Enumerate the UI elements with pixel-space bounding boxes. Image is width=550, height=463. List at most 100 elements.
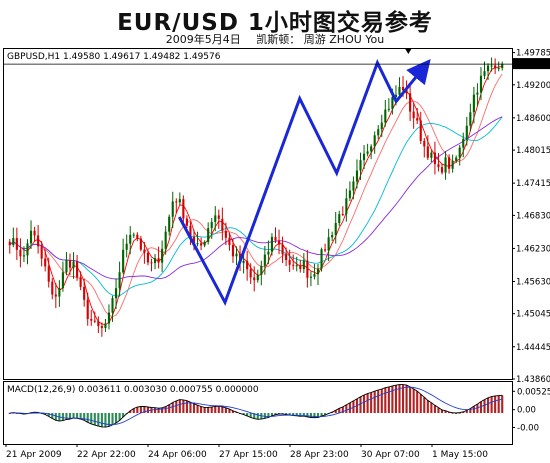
candle-body bbox=[384, 109, 387, 123]
macd-bar bbox=[295, 413, 298, 416]
candle-body bbox=[412, 111, 415, 119]
candle bbox=[185, 215, 188, 229]
macd-bar bbox=[270, 413, 274, 416]
candle bbox=[164, 226, 167, 255]
candle-body bbox=[270, 236, 274, 252]
macd-bar bbox=[497, 395, 500, 413]
candle-body bbox=[426, 146, 429, 158]
candle-body bbox=[231, 245, 235, 257]
macd-bar bbox=[267, 413, 270, 418]
candle bbox=[430, 150, 433, 163]
macd-bar bbox=[285, 413, 288, 415]
candle-body bbox=[58, 288, 61, 297]
macd-bar bbox=[224, 407, 227, 413]
candle bbox=[189, 221, 192, 245]
macd-bar bbox=[359, 396, 362, 413]
candle-body bbox=[483, 71, 486, 76]
candle bbox=[249, 263, 252, 284]
macd-bar bbox=[348, 402, 351, 413]
candle-body bbox=[200, 243, 203, 246]
candle-body bbox=[256, 274, 259, 281]
candle-body bbox=[210, 221, 213, 229]
candle-body bbox=[352, 181, 355, 191]
candle-body bbox=[47, 266, 50, 282]
macd-bar bbox=[93, 413, 96, 426]
candle bbox=[316, 263, 320, 286]
macd-bar bbox=[104, 413, 107, 428]
macd-bar bbox=[479, 401, 483, 413]
macd-bar bbox=[458, 412, 461, 414]
candle-body bbox=[320, 249, 323, 269]
macd-bar bbox=[97, 413, 100, 427]
candle bbox=[228, 232, 231, 251]
macd-bar bbox=[313, 413, 316, 418]
macd-bar bbox=[419, 394, 422, 413]
candle bbox=[79, 271, 82, 291]
macd-histogram bbox=[8, 384, 504, 428]
candle-body bbox=[86, 299, 89, 320]
price-tick-label: 1.46230 bbox=[516, 244, 550, 254]
candle-body bbox=[12, 238, 15, 246]
candle bbox=[373, 131, 376, 154]
macd-bar bbox=[366, 393, 369, 413]
chart-author: 凯斯顿： 周游 ZHOU You bbox=[256, 33, 385, 46]
candle-body bbox=[288, 260, 291, 265]
candle bbox=[37, 225, 40, 254]
candle bbox=[182, 195, 185, 227]
macd-bar bbox=[61, 413, 64, 421]
candle-body bbox=[65, 260, 68, 273]
candle bbox=[479, 67, 483, 101]
candle bbox=[458, 144, 461, 166]
macd-tick-label: -0.00 bbox=[517, 423, 539, 433]
candle bbox=[465, 116, 468, 146]
candle bbox=[285, 247, 288, 267]
macd-bar bbox=[168, 404, 171, 413]
candle bbox=[331, 231, 334, 242]
candle-body bbox=[348, 190, 351, 199]
macd-bar bbox=[200, 406, 203, 413]
candles bbox=[8, 57, 504, 337]
candle bbox=[221, 207, 224, 241]
candle-body bbox=[398, 86, 401, 95]
macd-bar bbox=[15, 412, 18, 414]
candle-body bbox=[334, 223, 337, 236]
candle-body bbox=[26, 243, 29, 256]
candle-body bbox=[433, 152, 436, 165]
candle bbox=[423, 137, 426, 158]
candle-body bbox=[292, 264, 295, 266]
axes: 1.49785 1.49200 1.48600 1.48015 1.47415 1.468… bbox=[4, 49, 550, 460]
candle-body bbox=[253, 277, 256, 281]
candle bbox=[161, 240, 164, 272]
candle-body bbox=[185, 218, 188, 226]
macd-bar bbox=[433, 405, 436, 413]
candle bbox=[139, 236, 142, 252]
macd-bar bbox=[306, 413, 309, 417]
candle-body bbox=[79, 277, 82, 287]
candle bbox=[444, 151, 447, 180]
macd-bar bbox=[214, 406, 217, 413]
macd-bar bbox=[136, 407, 139, 413]
candle bbox=[65, 252, 68, 276]
candle-body bbox=[171, 201, 174, 217]
candle-body bbox=[419, 120, 422, 141]
macd-bar bbox=[405, 385, 408, 413]
macd-tick-label: 0.00 bbox=[517, 406, 536, 416]
macd-bar bbox=[90, 413, 93, 424]
candle bbox=[277, 229, 281, 255]
chart-date: 2009年5月4日 bbox=[165, 33, 241, 46]
candle bbox=[416, 107, 419, 125]
candle-body bbox=[189, 225, 192, 237]
candle bbox=[426, 135, 429, 160]
macd-bar bbox=[444, 410, 447, 413]
candle bbox=[33, 226, 36, 242]
macd-bar bbox=[316, 413, 320, 418]
x-tick-label: 27 Apr 15:00 bbox=[219, 450, 278, 460]
candle-body bbox=[8, 241, 11, 246]
price-tick-label: 1.48600 bbox=[516, 114, 550, 124]
candle-body bbox=[355, 170, 359, 182]
macd-bar bbox=[338, 408, 341, 413]
candle-body bbox=[277, 240, 281, 245]
candle-body bbox=[100, 326, 103, 328]
chart-subtitle: 2009年5月4日 凯斯顿： 周游 ZHOU You bbox=[0, 31, 550, 47]
candle bbox=[412, 102, 415, 129]
